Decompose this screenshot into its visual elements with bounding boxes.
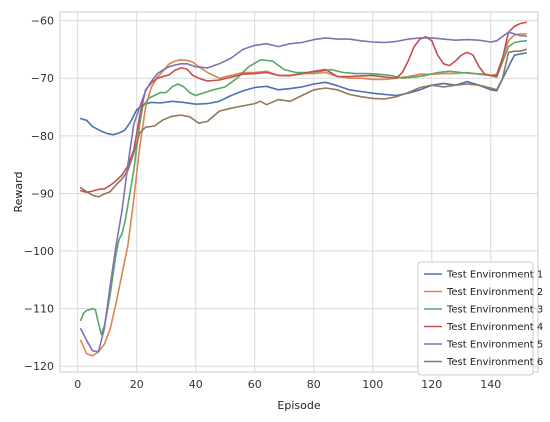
y-tick-label: −70: [31, 72, 54, 85]
x-tick-label: 100: [362, 378, 383, 391]
y-tick-label: −90: [31, 187, 54, 200]
y-tick-label: −100: [24, 245, 54, 258]
series-line-4: [79, 21, 528, 194]
plot-border: [59, 11, 539, 373]
legend-label: Test Environment 2: [446, 287, 543, 298]
x-tick-label: 120: [421, 378, 442, 391]
x-axis-label: Episode: [277, 399, 320, 412]
series-line-2: [79, 33, 528, 357]
x-tick-label: 40: [189, 378, 203, 391]
legend-label: Test Environment 1: [446, 270, 543, 281]
tick-labels: 0 20 40 60 80 100 120 140 −60 −70 −80 −90 −100 −110 −1…: [24, 15, 502, 391]
series-line-6: [79, 48, 528, 198]
legend-label: Test Environment 4: [446, 322, 543, 333]
series-line-5: [79, 31, 528, 353]
legend-label: Test Environment 3: [446, 305, 543, 316]
y-tick-label: −80: [31, 130, 54, 143]
x-tick-label: 20: [130, 378, 144, 391]
legend-box: [417, 261, 534, 376]
x-tick-label: 80: [307, 378, 321, 391]
series-line-3: [79, 39, 528, 336]
x-tick-label: 140: [480, 378, 501, 391]
plot-frame: [59, 11, 539, 373]
series-lines: [79, 21, 528, 357]
legend: Test Environment 1 Test Environment 2 Test…: [417, 261, 543, 376]
legend-label: Test Environment 6: [446, 357, 543, 368]
y-tick-label: −120: [24, 360, 54, 373]
series-line-1: [79, 52, 528, 136]
y-axis-label: Reward: [12, 172, 25, 213]
legend-label: Test Environment 5: [446, 340, 543, 351]
x-tick-label: 0: [74, 378, 81, 391]
x-tick-label: 60: [248, 378, 262, 391]
y-tick-label: −110: [24, 303, 54, 316]
y-tick-label: −60: [31, 15, 54, 28]
